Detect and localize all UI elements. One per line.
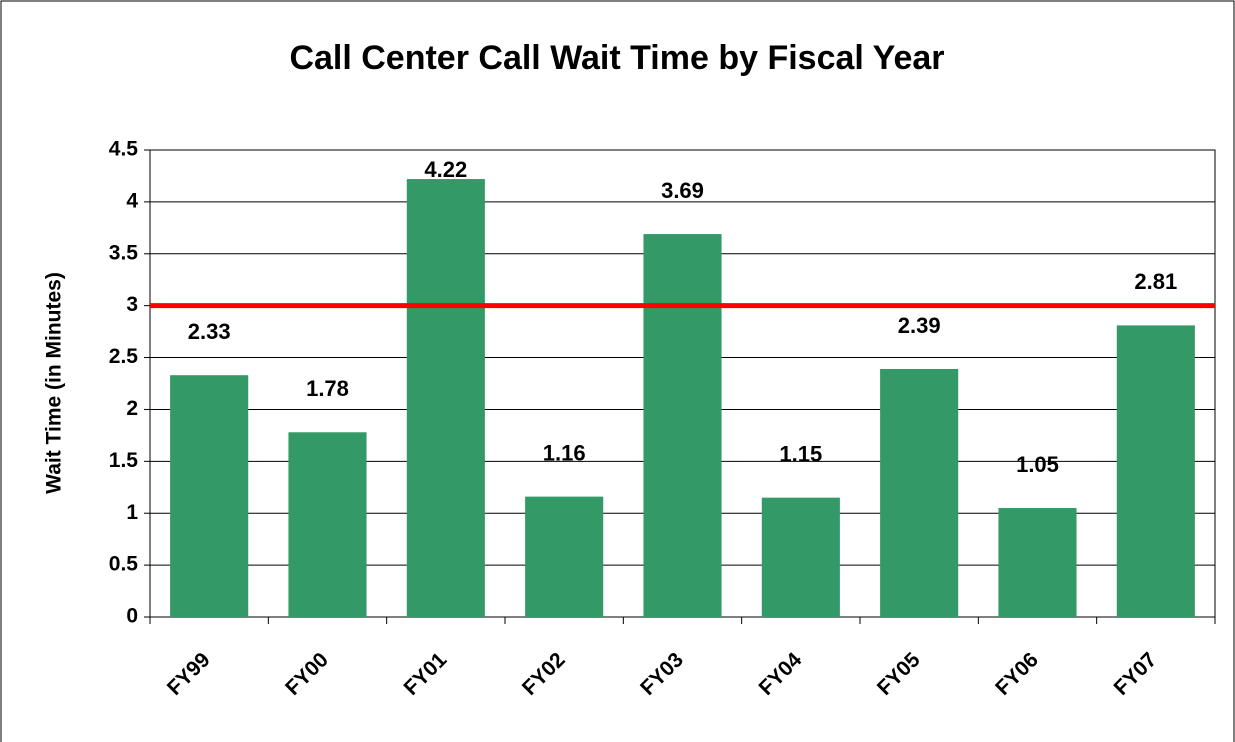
y-tick-label: 3 xyxy=(126,293,138,316)
y-tick-label: 4 xyxy=(126,189,138,212)
bar xyxy=(643,234,722,617)
data-label: 2.39 xyxy=(898,313,941,338)
data-label: 3.69 xyxy=(661,178,704,203)
chart-title: Call Center Call Wait Time by Fiscal Yea… xyxy=(289,39,944,77)
y-tick-label: 1 xyxy=(126,501,138,524)
bar xyxy=(288,432,367,617)
y-tick-label: 1.5 xyxy=(109,449,139,472)
bar xyxy=(170,375,249,617)
data-label: 1.05 xyxy=(1016,452,1059,477)
data-label: 4.22 xyxy=(424,157,467,182)
bar xyxy=(998,508,1077,617)
y-tick-label: 4.5 xyxy=(109,138,139,161)
y-tick-label: 3.5 xyxy=(109,241,139,264)
bar xyxy=(1116,325,1195,617)
bar xyxy=(406,179,485,617)
y-axis-label: Wait Time (in Minutes) xyxy=(43,272,66,494)
bar xyxy=(880,368,959,617)
data-label: 2.33 xyxy=(188,319,231,344)
y-tick-label: 0.5 xyxy=(109,553,139,576)
data-label: 1.16 xyxy=(543,440,586,465)
data-label: 2.81 xyxy=(1134,269,1177,294)
data-label: 1.78 xyxy=(306,376,349,401)
y-tick-label: 2.5 xyxy=(109,345,139,368)
y-tick-label: 2 xyxy=(126,397,138,420)
y-tick-label: 0 xyxy=(126,605,138,628)
bar xyxy=(525,496,604,617)
bar xyxy=(761,497,840,617)
data-label: 1.15 xyxy=(779,441,822,466)
